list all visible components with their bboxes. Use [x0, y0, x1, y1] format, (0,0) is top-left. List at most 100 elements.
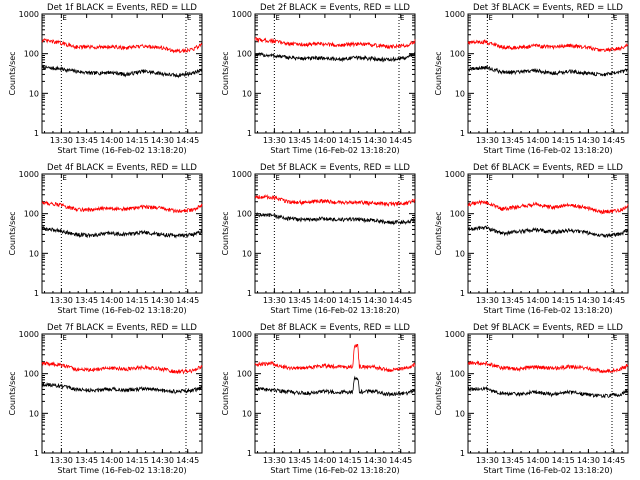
y-axis-label: Counts/sec: [8, 51, 17, 95]
y-tick-label: 100: [450, 50, 465, 59]
y-tick-label: 1: [34, 289, 39, 298]
y-tick-label: 1000: [445, 10, 465, 19]
plot-frame: [467, 173, 629, 294]
x-tick-label: 14:00: [526, 456, 549, 465]
x-tick-label: 14:45: [176, 296, 199, 305]
y-axis-label: Counts/sec: [8, 371, 17, 415]
chart-panel-8: Det 8f BLACK = Events, RED = LLD 1 10 100 10…: [221, 323, 416, 475]
chart-title: Det 8f BLACK = Events, RED = LLD: [260, 323, 410, 333]
y-tick-label: 100: [237, 370, 252, 379]
plot-frame: [254, 173, 416, 294]
series-line-events: [254, 211, 416, 226]
x-axis-label: Start Time (16-Feb-02 13:18:20): [483, 146, 612, 155]
x-axis-label: Start Time (16-Feb-02 13:18:20): [57, 306, 186, 315]
series-line-events: [41, 64, 203, 79]
x-tick-label: 13:45: [288, 296, 311, 305]
x-tick-label: 14:00: [100, 136, 123, 145]
chart-panel-1: Det 1f BLACK = Events, RED = LLD 1 10 100 10…: [8, 3, 203, 155]
plot-frame: [41, 13, 203, 134]
y-axis-label: Counts/sec: [221, 51, 230, 95]
y-axis-label: Counts/sec: [434, 371, 443, 415]
y-tick-label: 100: [237, 50, 252, 59]
x-tick-label: 14:15: [126, 456, 149, 465]
x-tick-label: 13:30: [50, 456, 73, 465]
x-axis-label: Start Time (16-Feb-02 13:18:20): [270, 146, 399, 155]
x-tick-label: 13:45: [501, 136, 524, 145]
x-tick-label: 14:30: [577, 296, 600, 305]
series-line-lld: [254, 343, 416, 373]
series-line-lld: [41, 38, 203, 54]
chart-title: Det 4f BLACK = Events, RED = LLD: [47, 163, 197, 173]
x-tick-label: 13:45: [75, 456, 98, 465]
x-axis-label: Start Time (16-Feb-02 13:18:20): [483, 306, 612, 315]
x-tick-label: 14:30: [151, 456, 174, 465]
x-tick-label: 14:30: [364, 136, 387, 145]
x-tick-label: 14:30: [577, 456, 600, 465]
y-tick-label: 100: [450, 370, 465, 379]
x-tick-label: 14:00: [313, 296, 336, 305]
y-tick-label: 1000: [232, 10, 252, 19]
y-tick-label: 10: [455, 249, 465, 258]
chart-title: Det 5f BLACK = Events, RED = LLD: [260, 163, 410, 173]
series-line-lld: [254, 37, 416, 50]
series-line-events: [467, 225, 629, 239]
y-tick-label: 1: [460, 289, 465, 298]
x-tick-label: 14:00: [100, 456, 123, 465]
y-tick-label: 1000: [19, 170, 39, 179]
chart-panel-7: Det 7f BLACK = Events, RED = LLD 1 10 100 10…: [8, 323, 203, 475]
y-tick-label: 1: [247, 449, 252, 458]
x-tick-label: 13:30: [476, 456, 499, 465]
x-tick-label: 14:00: [313, 456, 336, 465]
y-tick-label: 1: [460, 129, 465, 138]
x-tick-label: 14:15: [552, 136, 575, 145]
y-tick-label: 1000: [232, 170, 252, 179]
chart-title: Det 6f BLACK = Events, RED = LLD: [473, 163, 623, 173]
y-tick-label: 1000: [19, 330, 39, 339]
interval-marker-label: E: [613, 14, 617, 22]
series-line-events: [255, 375, 416, 397]
plot-frame: [254, 13, 416, 134]
y-axis-label: Counts/sec: [221, 371, 230, 415]
x-tick-label: 14:15: [339, 456, 362, 465]
x-tick-label: 14:45: [176, 136, 199, 145]
series-line-events: [41, 382, 203, 395]
x-tick-label: 14:15: [552, 296, 575, 305]
series-line-lld: [254, 194, 416, 208]
x-tick-label: 13:45: [501, 456, 524, 465]
x-tick-label: 14:15: [126, 296, 149, 305]
x-tick-label: 13:45: [75, 136, 98, 145]
interval-marker-label: E: [187, 334, 191, 342]
x-tick-label: 13:30: [263, 136, 286, 145]
plot-frame: [467, 333, 629, 454]
interval-marker-label: E: [62, 334, 66, 342]
plot-frame: [467, 13, 629, 134]
interval-marker-label: E: [275, 334, 279, 342]
y-tick-label: 10: [455, 409, 465, 418]
x-tick-label: 14:45: [389, 296, 412, 305]
chart-panel-9: Det 9f BLACK = Events, RED = LLD 1 10 100 10…: [434, 323, 629, 475]
x-tick-label: 13:30: [476, 136, 499, 145]
chart-panel-5: Det 5f BLACK = Events, RED = LLD 1 10 100 10…: [221, 163, 416, 315]
x-tick-label: 14:00: [526, 296, 549, 305]
interval-marker-label: E: [62, 14, 66, 22]
interval-marker-label: E: [275, 174, 279, 182]
series-line-lld: [467, 360, 629, 374]
chart-panel-6: Det 6f BLACK = Events, RED = LLD 1 10 100 10…: [434, 163, 629, 315]
y-tick-label: 1000: [232, 330, 252, 339]
series-line-events: [467, 385, 629, 399]
y-tick-label: 100: [24, 210, 39, 219]
interval-marker-label: E: [275, 14, 279, 22]
chart-panel-4: Det 4f BLACK = Events, RED = LLD 1 10 100 10…: [8, 163, 203, 315]
x-tick-label: 14:45: [389, 456, 412, 465]
y-tick-label: 1000: [445, 170, 465, 179]
x-tick-label: 14:45: [389, 136, 412, 145]
interval-marker-label: E: [400, 14, 404, 22]
interval-marker-label: E: [613, 334, 617, 342]
y-axis-label: Counts/sec: [434, 211, 443, 255]
x-tick-label: 14:45: [602, 136, 625, 145]
x-tick-label: 14:15: [552, 456, 575, 465]
interval-marker-label: E: [400, 334, 404, 342]
y-tick-label: 10: [29, 249, 39, 258]
interval-marker-label: E: [488, 174, 492, 182]
